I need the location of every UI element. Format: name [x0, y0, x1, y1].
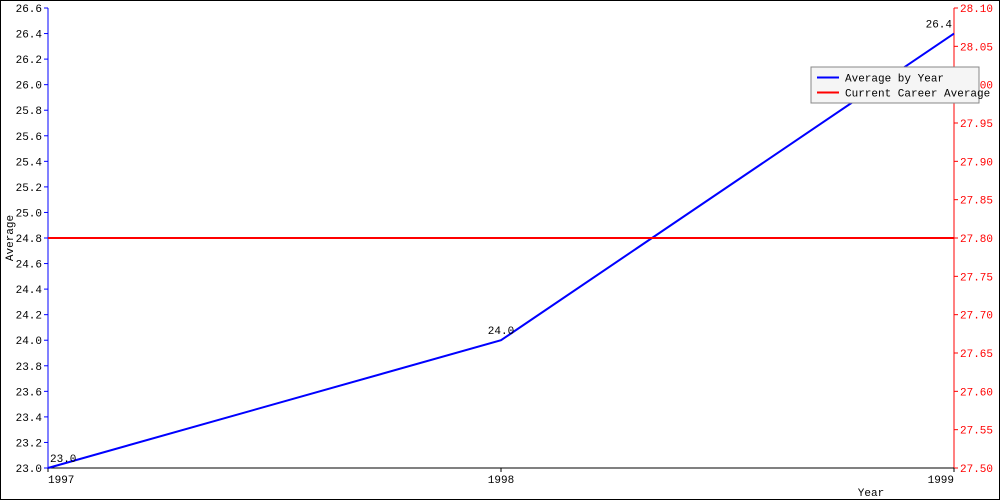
y-right-tick-label: 27.90	[960, 157, 993, 169]
y-right-tick-label: 27.50	[960, 464, 993, 476]
y-left-tick-label: 26.0	[16, 81, 42, 93]
y-left-tick-label: 23.8	[16, 362, 42, 374]
x-tick-label: 1997	[48, 475, 74, 487]
y-left-tick-label: 23.6	[16, 387, 42, 399]
y-right-tick-label: 27.70	[960, 311, 993, 323]
chart-container: 23.0 23.2 23.4 23.6 23.8 24.0 24.2 24.4 24.6 24.8…	[0, 0, 1000, 500]
x-tick-label: 1999	[928, 475, 954, 487]
y-left-tick-label: 25.0	[16, 208, 42, 220]
y-left-tick-label: 24.4	[16, 285, 43, 297]
x-axis-label: Year	[858, 488, 884, 500]
y-left-tick-label: 25.6	[16, 132, 42, 144]
y-left-tick-label: 26.6	[16, 4, 42, 16]
y-right-tick-label: 28.05	[960, 42, 993, 54]
data-point-label: 26.4	[926, 20, 953, 32]
y-left-tick-label: 25.2	[16, 183, 42, 195]
y-left-tick-label: 23.2	[16, 438, 42, 450]
y-right-tick-label: 27.85	[960, 196, 993, 208]
y-left-tick-label: 26.2	[16, 55, 42, 67]
y-left-tick-label: 24.6	[16, 260, 42, 272]
y-left-tick-label: 23.4	[16, 413, 43, 425]
chart-svg: 23.0 23.2 23.4 23.6 23.8 24.0 24.2 24.4 24.6 24.8…	[1, 1, 1000, 501]
y-right-tick-label: 27.60	[960, 387, 993, 399]
y-right-tick-label: 27.65	[960, 349, 993, 361]
y-axis-label: Average	[5, 215, 17, 261]
y-right-tick-label: 28.10	[960, 4, 993, 16]
legend-label: Average by Year	[845, 74, 944, 86]
y-left-tick-label: 25.8	[16, 106, 42, 118]
data-point-label: 23.0	[50, 454, 76, 466]
x-tick-label: 1998	[488, 475, 514, 487]
data-point-label: 24.0	[488, 326, 514, 338]
y-left-tick-label: 23.0	[16, 464, 42, 476]
y-right-tick-label: 27.55	[960, 426, 993, 438]
y-left-tick-label: 24.2	[16, 311, 42, 323]
y-right-tick-label: 27.80	[960, 234, 993, 246]
y-left-tick-label: 26.4	[16, 30, 43, 42]
y-right-tick-label: 27.75	[960, 272, 993, 284]
y-left-tick-label: 24.0	[16, 336, 42, 348]
y-right-tick-label: 27.95	[960, 119, 993, 131]
legend-label: Current Career Average	[845, 89, 990, 101]
y-left-tick-label: 24.8	[16, 234, 42, 246]
y-left-tick-label: 25.4	[16, 157, 43, 169]
